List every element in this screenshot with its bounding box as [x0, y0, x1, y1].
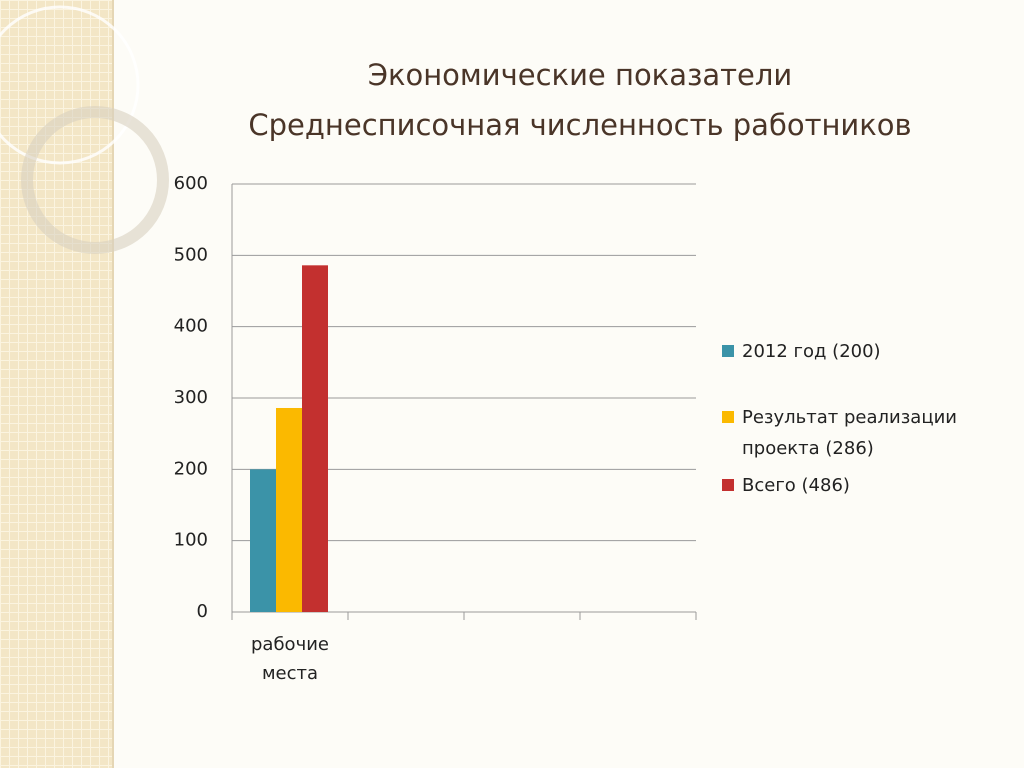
bar	[250, 469, 276, 612]
legend-label: 2012 год (200)	[742, 341, 881, 362]
y-tick-label: 200	[174, 458, 208, 479]
legend-label: Результат реализации проекта (286)	[742, 407, 957, 459]
y-tick-label: 100	[174, 530, 208, 551]
decor-circle	[0, 5, 140, 165]
legend-swatch	[722, 345, 734, 357]
y-tick-label: 0	[197, 601, 208, 622]
bar	[276, 407, 302, 612]
y-tick-label: 600	[174, 173, 208, 194]
bar	[302, 265, 328, 612]
chart-title: Экономические показатели	[367, 58, 793, 92]
y-tick-label: 500	[174, 244, 208, 265]
y-tick-label: 300	[174, 387, 208, 408]
legend-label: Всего (486)	[742, 475, 850, 496]
legend-swatch	[722, 411, 734, 423]
legend-swatch	[722, 479, 734, 491]
chart-subtitle: Среднесписочная численность работников	[248, 108, 912, 142]
x-tick-label: рабочие места	[251, 634, 329, 684]
decor-circle	[21, 106, 169, 254]
y-tick-label: 400	[174, 316, 208, 337]
